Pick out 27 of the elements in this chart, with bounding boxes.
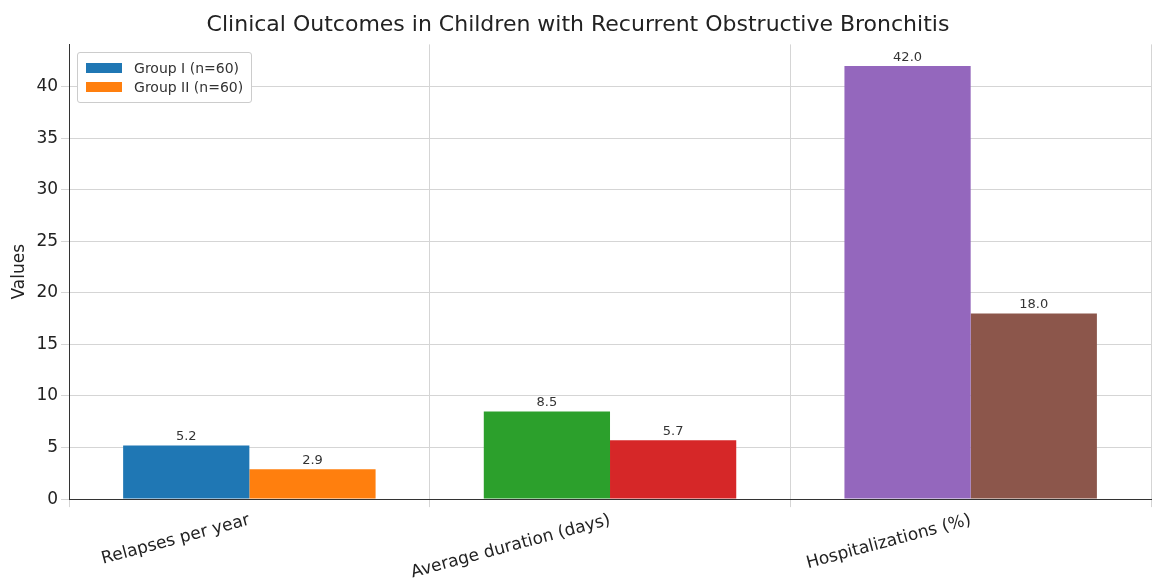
x-tick-label: Relapses per year [98,508,252,568]
y-axis-title: Values [7,243,28,300]
bar [249,469,376,499]
data-label: 5.7 [662,423,684,439]
data-label: 8.5 [536,394,558,410]
bar [610,440,737,499]
y-tick-label: 40 [36,75,59,96]
y-tick-label: 15 [36,332,59,353]
x-tick-label: Average duration (days) [408,508,613,582]
chart-title: Clinical Outcomes in Children with Recurrent Obstructive Bronchitis [206,10,950,36]
bar [970,313,1097,499]
y-tick-label: 25 [36,229,59,250]
y-tick-label: 5 [47,435,59,456]
data-label: 2.9 [302,452,323,468]
y-tick-label: 20 [36,281,59,302]
y-tick-label: 30 [36,178,59,199]
bar [123,445,250,499]
bar [844,66,971,499]
legend-label: Group I (n=60) [134,60,240,77]
y-tick-label: 10 [36,384,59,405]
y-tick-label: 35 [36,126,59,147]
bar [483,411,611,499]
y-tick-label: 0 [47,487,59,508]
legend-label: Group II (n=60) [134,79,244,96]
data-label: 18.0 [1019,296,1049,312]
data-label: 5.2 [175,428,197,444]
data-label: 42.0 [893,48,923,64]
